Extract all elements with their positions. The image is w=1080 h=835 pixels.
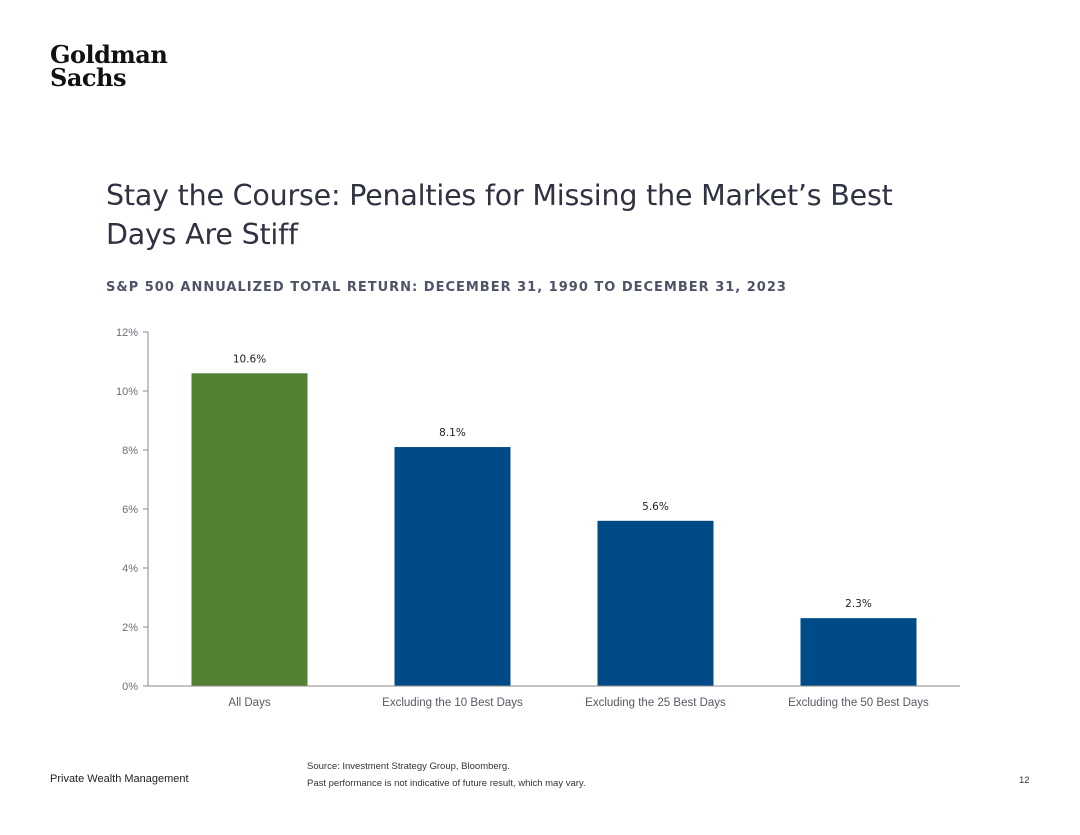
footer-division: Private Wealth Management — [50, 773, 189, 785]
logo-line-1: Goldman — [50, 40, 168, 69]
x-category-label: Excluding the 25 Best Days — [585, 697, 726, 709]
x-category-label: Excluding the 10 Best Days — [382, 697, 523, 709]
source-line: Source: Investment Strategy Group, Bloom… — [307, 761, 510, 772]
page-number: 12 — [1019, 775, 1030, 786]
y-tick-label: 12% — [116, 327, 138, 339]
bar — [800, 618, 917, 686]
bar-value-label: 8.1% — [439, 427, 466, 439]
bar — [597, 520, 714, 686]
bar — [191, 373, 308, 686]
bar-value-label: 5.6% — [642, 501, 669, 513]
y-tick-label: 10% — [116, 386, 138, 398]
bar-value-label: 10.6% — [233, 353, 266, 365]
bars: 10.6% 8.1% 5.6% 2.3% — [191, 353, 917, 686]
bar-value-label: 2.3% — [845, 598, 872, 610]
y-tick-label: 8% — [122, 445, 138, 457]
y-tick-label: 0% — [122, 681, 138, 693]
y-tick-label: 2% — [122, 622, 138, 634]
logo-line-2: Sachs — [50, 63, 126, 92]
goldman-sachs-logo: Goldman Sachs — [50, 40, 168, 92]
bar — [394, 447, 511, 686]
slide-title: Stay the Course: Penalties for Missing t… — [106, 179, 893, 251]
y-tick-label: 6% — [122, 504, 138, 516]
y-axis: 0% 2% 4% 6% 8% 10% 12% — [116, 327, 149, 693]
x-category-label: Excluding the 50 Best Days — [788, 697, 929, 709]
x-category-label: All Days — [228, 697, 270, 709]
chart-subtitle: S&P 500 ANNUALIZED TOTAL RETURN: DECEMBE… — [106, 280, 787, 295]
disclaimer-line: Past performance is not indicative of fu… — [307, 778, 586, 789]
x-axis: All Days Excluding the 10 Best Days Exclud… — [148, 685, 960, 709]
y-tick-label: 4% — [122, 563, 138, 575]
footer-source-note: Source: Investment Strategy Group, Bloom… — [307, 758, 586, 792]
